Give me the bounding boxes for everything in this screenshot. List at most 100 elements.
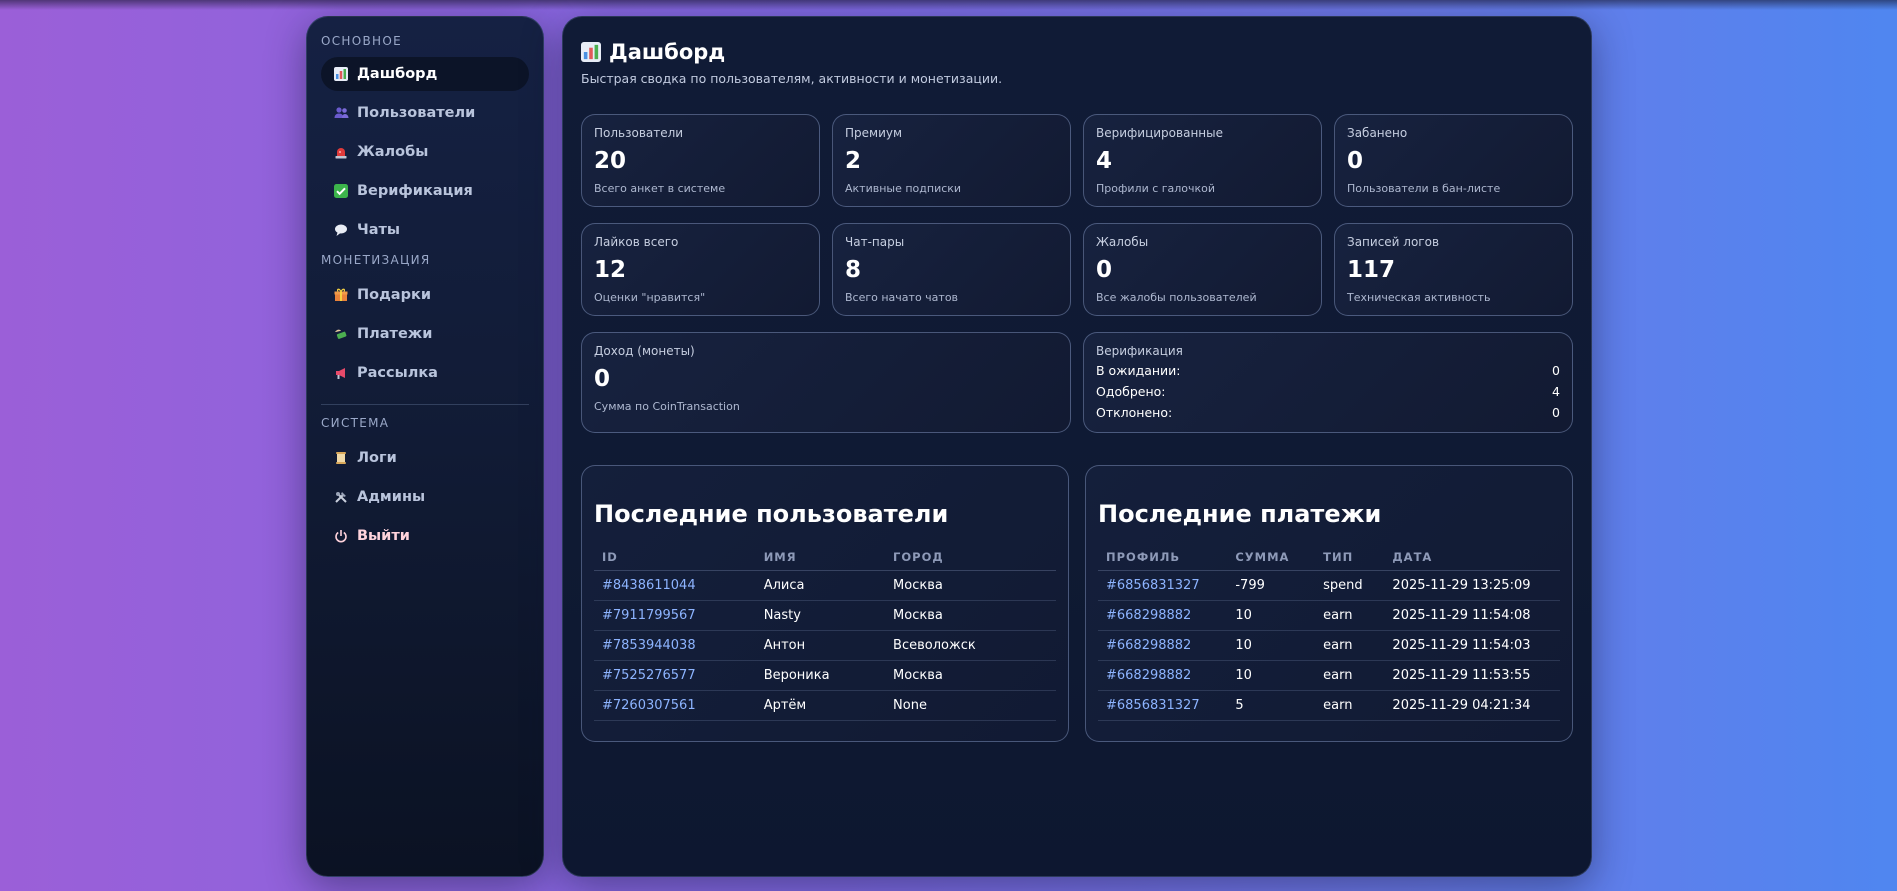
stat-card-logs: Записей логов 117 Техническая активность [1334, 223, 1573, 316]
stat-desc: Всего анкет в системе [594, 182, 726, 195]
profile-link[interactable]: #668298882 [1098, 600, 1228, 631]
user-name: Алиса [755, 570, 886, 601]
stat-desc: Все жалобы пользователей [1096, 291, 1257, 304]
stat-label: Лайков всего [594, 235, 679, 249]
column-header: ПРОФИЛЬ [1098, 544, 1228, 571]
payment-type: earn [1315, 600, 1385, 631]
check-mark-icon [333, 183, 349, 199]
payment-type: earn [1315, 660, 1385, 691]
payment-amount: 10 [1227, 630, 1316, 661]
bar-chart-icon [333, 66, 349, 82]
stat-value: 0 [1347, 148, 1364, 174]
payment-date: 2025-11-29 11:53:55 [1384, 660, 1560, 691]
user-id-link[interactable]: #8438611044 [594, 570, 756, 601]
table-row: #7260307561 Артём None [594, 690, 1056, 721]
stat-desc: Пользователи в бан-листе [1347, 182, 1501, 195]
user-id-link[interactable]: #7525276577 [594, 660, 756, 691]
profile-link[interactable]: #668298882 [1098, 630, 1228, 661]
table-row: #7853944038 Антон Всеволожск [594, 630, 1056, 661]
verification-row-approved: Одобрено: 4 [1096, 381, 1560, 402]
power-icon [333, 528, 349, 544]
siren-icon [333, 144, 349, 160]
sidebar-item-complaints[interactable]: Жалобы [321, 135, 529, 169]
sidebar-section-main: ОСНОВНОЕ [321, 34, 402, 48]
scroll-icon [333, 450, 349, 466]
table-row: #668298882 10 earn 2025-11-29 11:54:03 [1098, 630, 1560, 661]
stat-value: 12 [594, 257, 627, 283]
stat-card-banned: Забанено 0 Пользователи в бан-листе [1334, 114, 1573, 207]
verification-row-value: 0 [1552, 363, 1560, 378]
stat-label: Премиум [845, 126, 903, 140]
column-header: СУММА [1227, 544, 1316, 571]
column-header: ГОРОД [885, 544, 1056, 571]
stat-value: 0 [594, 366, 611, 392]
table-row: #668298882 10 earn 2025-11-29 11:53:55 [1098, 660, 1560, 691]
payment-amount: 10 [1227, 660, 1316, 691]
table-row: #8438611044 Алиса Москва [594, 570, 1056, 601]
profile-link[interactable]: #668298882 [1098, 660, 1228, 691]
sidebar-item-logs[interactable]: Логи [321, 441, 529, 475]
stat-desc: Техническая активность [1347, 291, 1491, 304]
user-name: Nasty [755, 600, 886, 631]
user-id-link[interactable]: #7260307561 [594, 690, 756, 721]
profile-link[interactable]: #6856831327 [1098, 570, 1228, 601]
column-header: ДАТА [1384, 544, 1560, 571]
sidebar-item-payments[interactable]: Платежи [321, 317, 529, 351]
payment-amount: 5 [1227, 690, 1316, 721]
sidebar-item-label: Дашборд [357, 66, 438, 82]
payment-type: earn [1315, 690, 1385, 721]
sidebar-item-admins[interactable]: Админы [321, 480, 529, 514]
main-panel: Дашборд Быстрая сводка по пользователям,… [562, 16, 1592, 877]
stat-value: 20 [594, 148, 627, 174]
sidebar-item-label: Выйти [357, 528, 410, 544]
page-title: Дашборд [581, 37, 1573, 67]
user-city: Москва [885, 600, 1056, 631]
recent-users-title: Последние пользователи [594, 500, 949, 528]
stat-value: 2 [845, 148, 862, 174]
table-row: #6856831327 -799 spend 2025-11-29 13:25:… [1098, 570, 1560, 601]
user-id-link[interactable]: #7911799567 [594, 600, 756, 631]
page-title-text: Дашборд [609, 40, 726, 64]
sidebar-item-users[interactable]: Пользователи [321, 96, 529, 130]
tables-row: Последние пользователи ID ИМЯ ГОРОД #843… [581, 465, 1573, 742]
sidebar-item-dashboard[interactable]: Дашборд [321, 57, 529, 91]
table-row: #6856831327 5 earn 2025-11-29 04:21:34 [1098, 690, 1560, 721]
page-subtitle: Быстрая сводка по пользователям, активно… [581, 71, 1003, 86]
payment-type: spend [1315, 570, 1385, 601]
stat-label: Записей логов [1347, 235, 1440, 249]
payment-amount: 10 [1227, 600, 1316, 631]
profile-link[interactable]: #6856831327 [1098, 690, 1228, 721]
stat-desc: Сумма по CoinTransaction [594, 400, 740, 413]
verification-row-rejected: Отклонено: 0 [1096, 402, 1560, 423]
stat-card-users: Пользователи 20 Всего анкет в системе [581, 114, 820, 207]
sidebar-item-broadcast[interactable]: Рассылка [321, 356, 529, 390]
table-row: #668298882 10 earn 2025-11-29 11:54:08 [1098, 600, 1560, 631]
speech-bubble-icon [333, 222, 349, 238]
sidebar-item-label: Подарки [357, 287, 431, 303]
sidebar-item-label: Платежи [357, 326, 433, 342]
sidebar-item-verification[interactable]: Верификация [321, 174, 529, 208]
tools-icon [333, 489, 349, 505]
stat-label: Чат-пары [845, 235, 905, 249]
recent-payments-title: Последние платежи [1098, 500, 1382, 528]
sidebar-item-logout[interactable]: Выйти [321, 519, 529, 553]
stat-label: Пользователи [594, 126, 684, 140]
user-id-link[interactable]: #7853944038 [594, 630, 756, 661]
sidebar-item-label: Пользователи [357, 105, 476, 121]
verification-row-label: Отклонено: [1096, 405, 1173, 420]
sidebar-section-system: СИСТЕМА [321, 416, 390, 430]
user-city: None [885, 690, 1056, 721]
column-header: ТИП [1315, 544, 1385, 571]
column-header: ИМЯ [755, 544, 886, 571]
sidebar-item-gifts[interactable]: Подарки [321, 278, 529, 312]
sidebar-item-chats[interactable]: Чаты [321, 213, 529, 247]
megaphone-icon [333, 365, 349, 381]
verification-row-pending: В ожидании: 0 [1096, 360, 1560, 381]
recent-users-card: Последние пользователи ID ИМЯ ГОРОД #843… [581, 465, 1069, 742]
sidebar-item-label: Верификация [357, 183, 473, 199]
table-header-row: ПРОФИЛЬ СУММА ТИП ДАТА [1098, 544, 1560, 571]
stat-card-premium: Премиум 2 Активные подписки [832, 114, 1071, 207]
user-name: Антон [755, 630, 886, 661]
table-row: #7525276577 Вероника Москва [594, 660, 1056, 691]
stat-label: Жалобы [1096, 235, 1149, 249]
